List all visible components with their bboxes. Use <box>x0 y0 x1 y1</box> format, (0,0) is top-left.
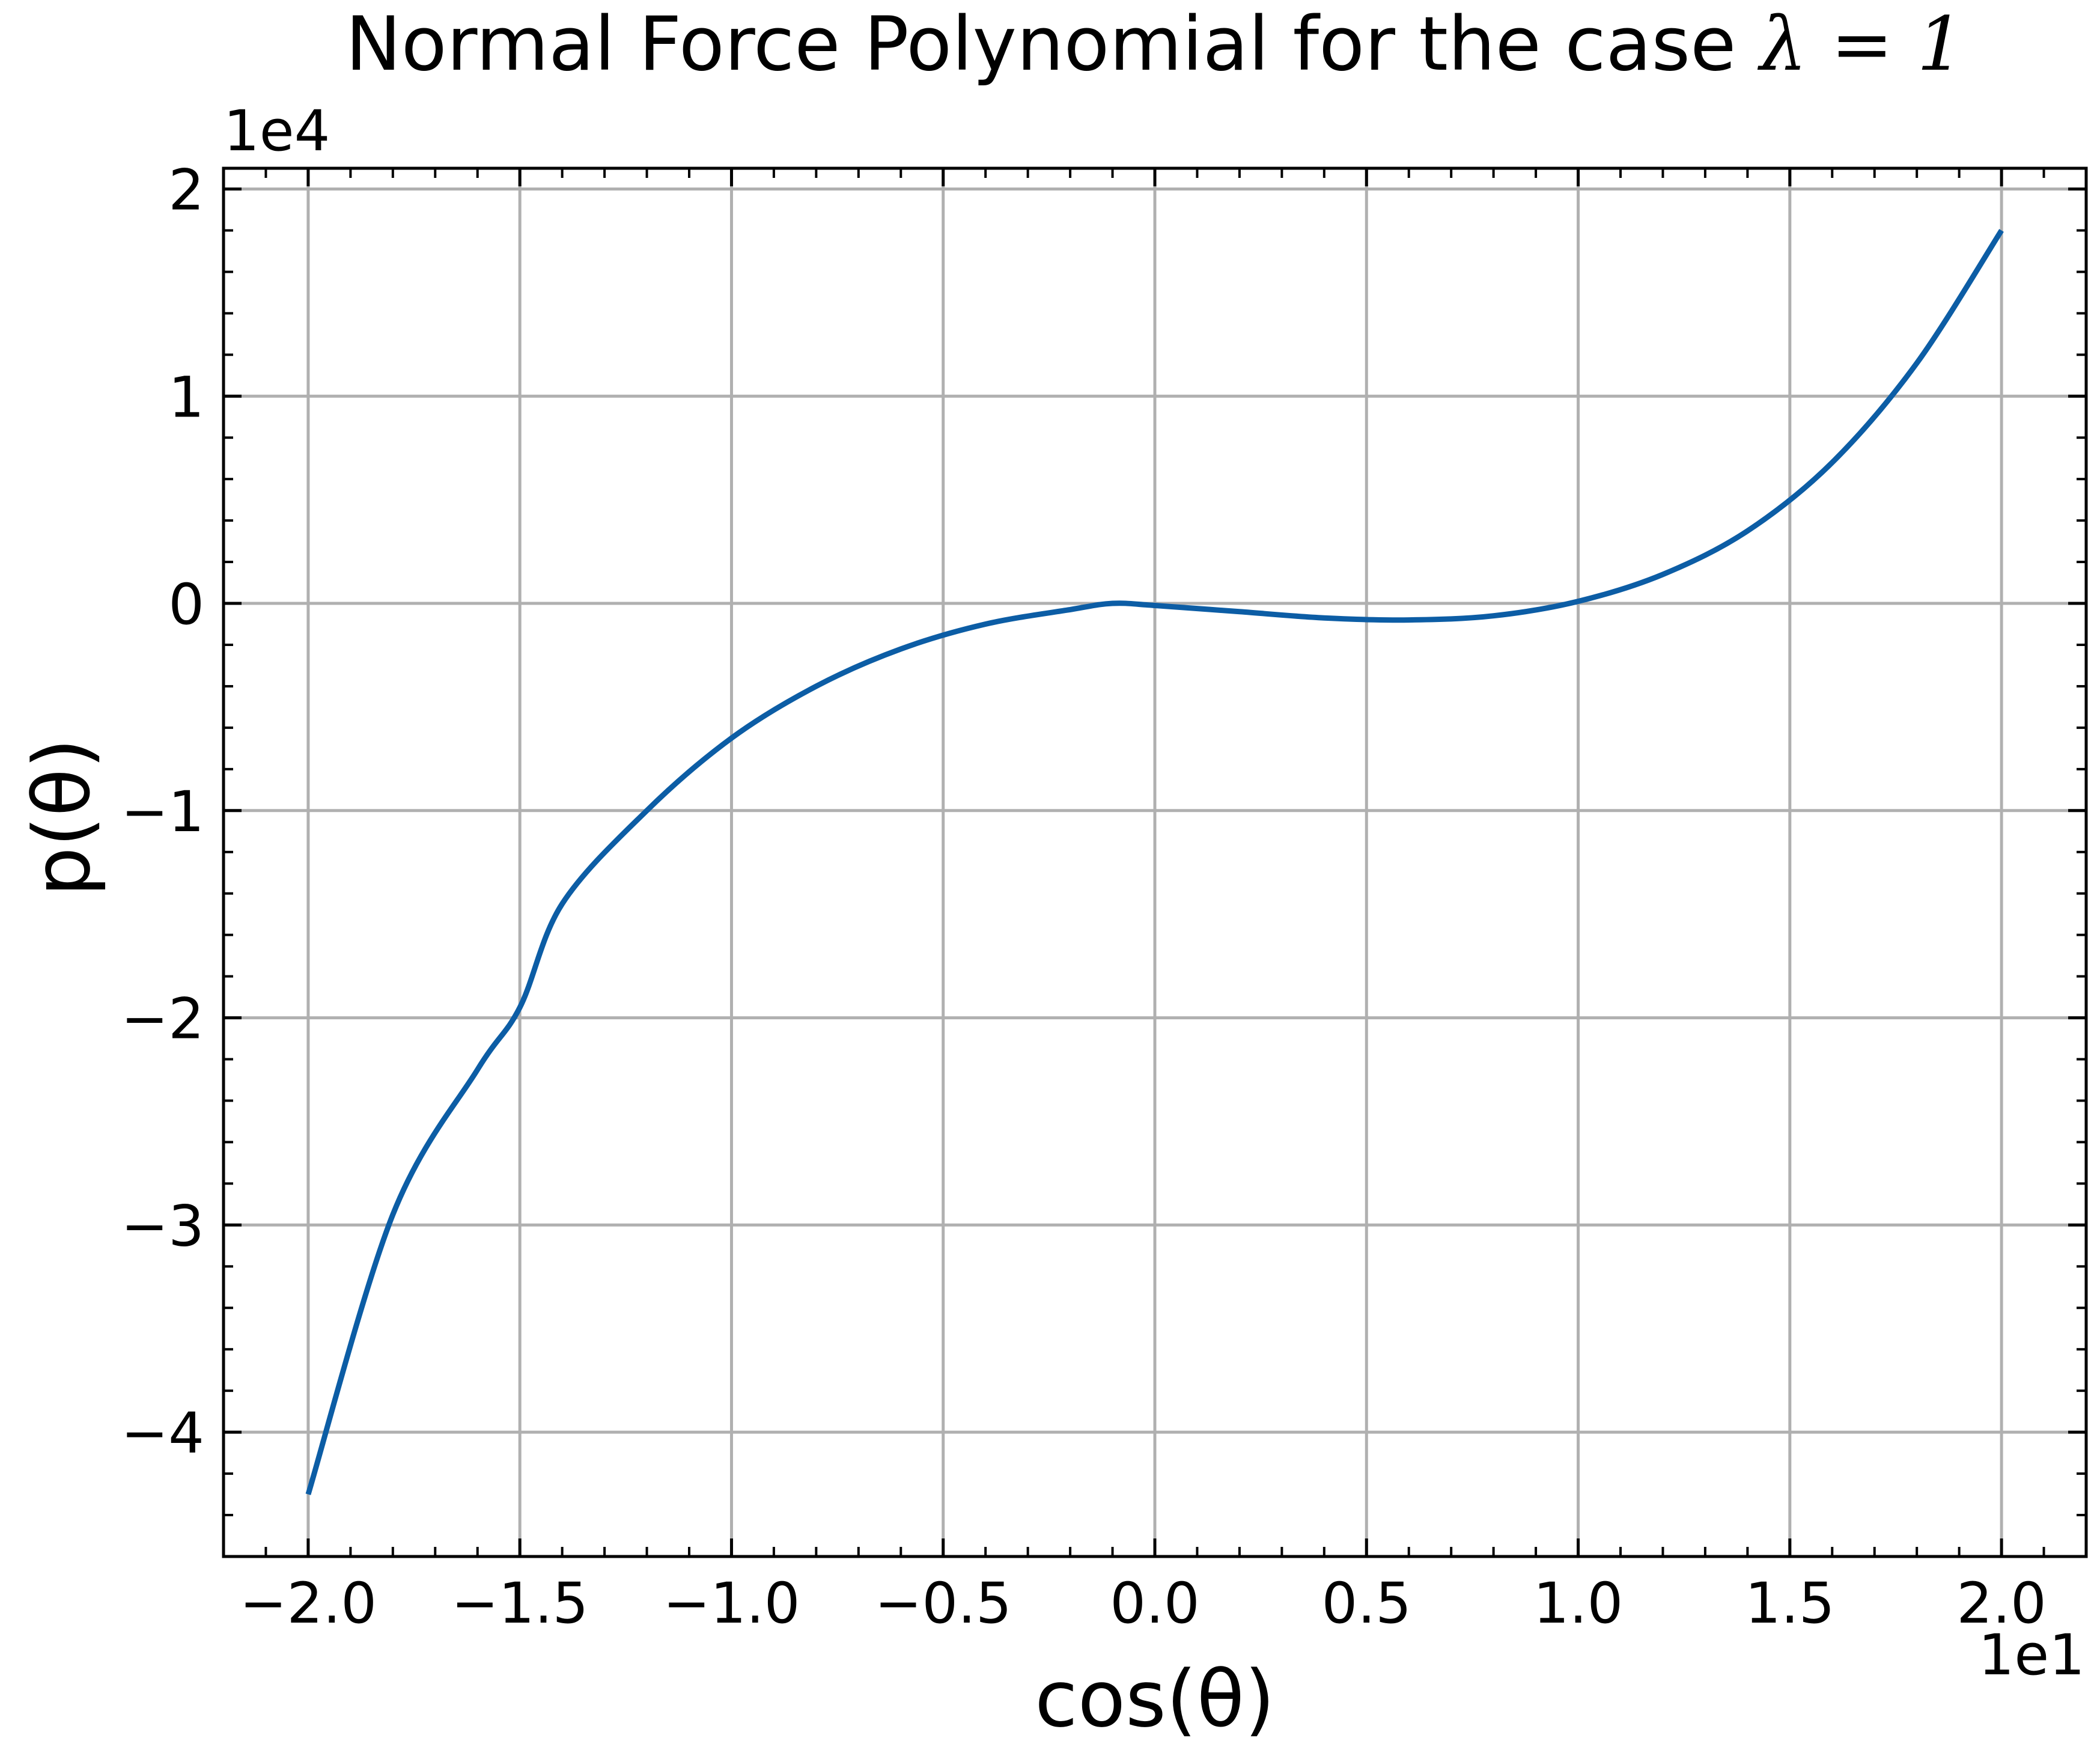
grid <box>224 168 2086 1556</box>
x-offset-label: 1e1 <box>1979 1623 2085 1688</box>
y-tick-label: −4 <box>121 1401 204 1466</box>
chart-title: Normal Force Polynomial for the case λ =… <box>345 1 1964 88</box>
x-tick-label: 1.0 <box>1533 1571 1624 1636</box>
y-tick-label: 2 <box>168 157 204 223</box>
chart-title-text: Normal Force Polynomial for the case <box>345 1 1760 88</box>
labels: −2.0 −1.5 −1.0 −0.5 0.0 0.5 1.0 1.5 2.0 −4 −3 −2 −1 0… <box>121 157 2046 1636</box>
x-tick-label: −1.5 <box>451 1571 588 1636</box>
y-offset-label: 1e4 <box>224 99 330 164</box>
chart-title-math: λ = 1 <box>1757 1 1964 88</box>
x-tick-label: 2.0 <box>1956 1571 2047 1636</box>
x-tick-label: 0.0 <box>1110 1571 1200 1636</box>
y-tick-label: −1 <box>121 779 204 845</box>
x-tick-label: 0.5 <box>1322 1571 1412 1636</box>
ticks <box>222 168 2087 1558</box>
data-line <box>305 228 2004 1495</box>
y-tick-label: −3 <box>121 1194 204 1259</box>
y-tick-label: 0 <box>168 572 204 638</box>
y-tick-label: 1 <box>168 365 204 430</box>
x-tick-label: 1.5 <box>1745 1571 1835 1636</box>
x-tick-label: −1.0 <box>663 1571 800 1636</box>
y-axis-label: p(θ) <box>16 738 108 897</box>
x-axis-label: cos(θ) <box>1035 1653 1275 1744</box>
x-tick-label: −2.0 <box>240 1571 377 1636</box>
y-tick-label: −2 <box>121 987 204 1052</box>
x-tick-label: −0.5 <box>875 1571 1012 1636</box>
